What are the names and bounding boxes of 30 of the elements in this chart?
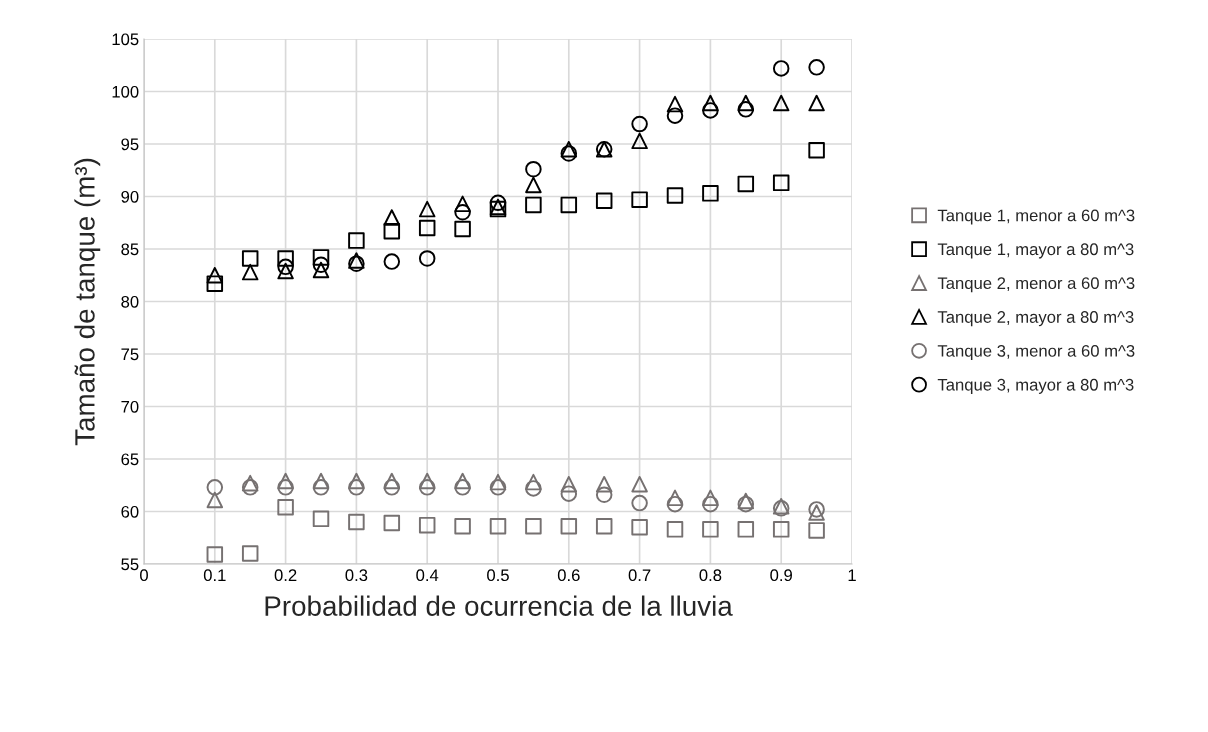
- x-tick-label: 0.5: [487, 569, 509, 582]
- x-tick-label: 0.3: [345, 569, 368, 582]
- x-tick-label: 1: [848, 569, 856, 581]
- x-tick-label: 0.6: [557, 569, 580, 582]
- x-tick-label: 0.8: [699, 569, 722, 582]
- y-tick-label: 60: [121, 505, 139, 518]
- y-tick-label: 95: [121, 138, 139, 151]
- legend-label: Tanque 2, menor a 60 m^3: [937, 277, 1135, 293]
- x-tick-label: 0.4: [416, 569, 439, 582]
- y-tick-label: 100: [112, 85, 139, 98]
- legend-label: Tanque 3, mayor a 80 m^3: [937, 378, 1134, 394]
- x-tick-label: 0.1: [203, 569, 226, 582]
- x-tick-label: 0.2: [274, 569, 297, 582]
- y-tick-label: 65: [121, 453, 139, 466]
- y-tick-label: 90: [121, 190, 139, 203]
- y-tick-label: 105: [112, 33, 139, 46]
- y-tick-label: 80: [121, 295, 139, 308]
- legend-label: Tanque 1, mayor a 80 m^3: [937, 243, 1134, 259]
- legend-label: Tanque 1, menor a 60 m^3: [937, 209, 1135, 225]
- y-tick-label: 75: [121, 348, 139, 361]
- legend-label: Tanque 2, mayor a 80 m^3: [937, 311, 1134, 327]
- x-tick-label: 0: [140, 569, 148, 582]
- x-tick-label: 0.7: [628, 569, 651, 582]
- x-axis-title: Probabilidad de ocurrencia de la lluvia: [265, 595, 733, 616]
- y-tick-label: 70: [121, 400, 139, 413]
- y-tick-label: 85: [121, 243, 139, 256]
- legend-label: Tanque 3, menor a 60 m^3: [937, 344, 1135, 361]
- y-axis-title: Tamaño de tanque (m³): [74, 158, 101, 446]
- y-tick-label: 55: [121, 558, 139, 571]
- x-tick-label: 0.9: [770, 569, 792, 582]
